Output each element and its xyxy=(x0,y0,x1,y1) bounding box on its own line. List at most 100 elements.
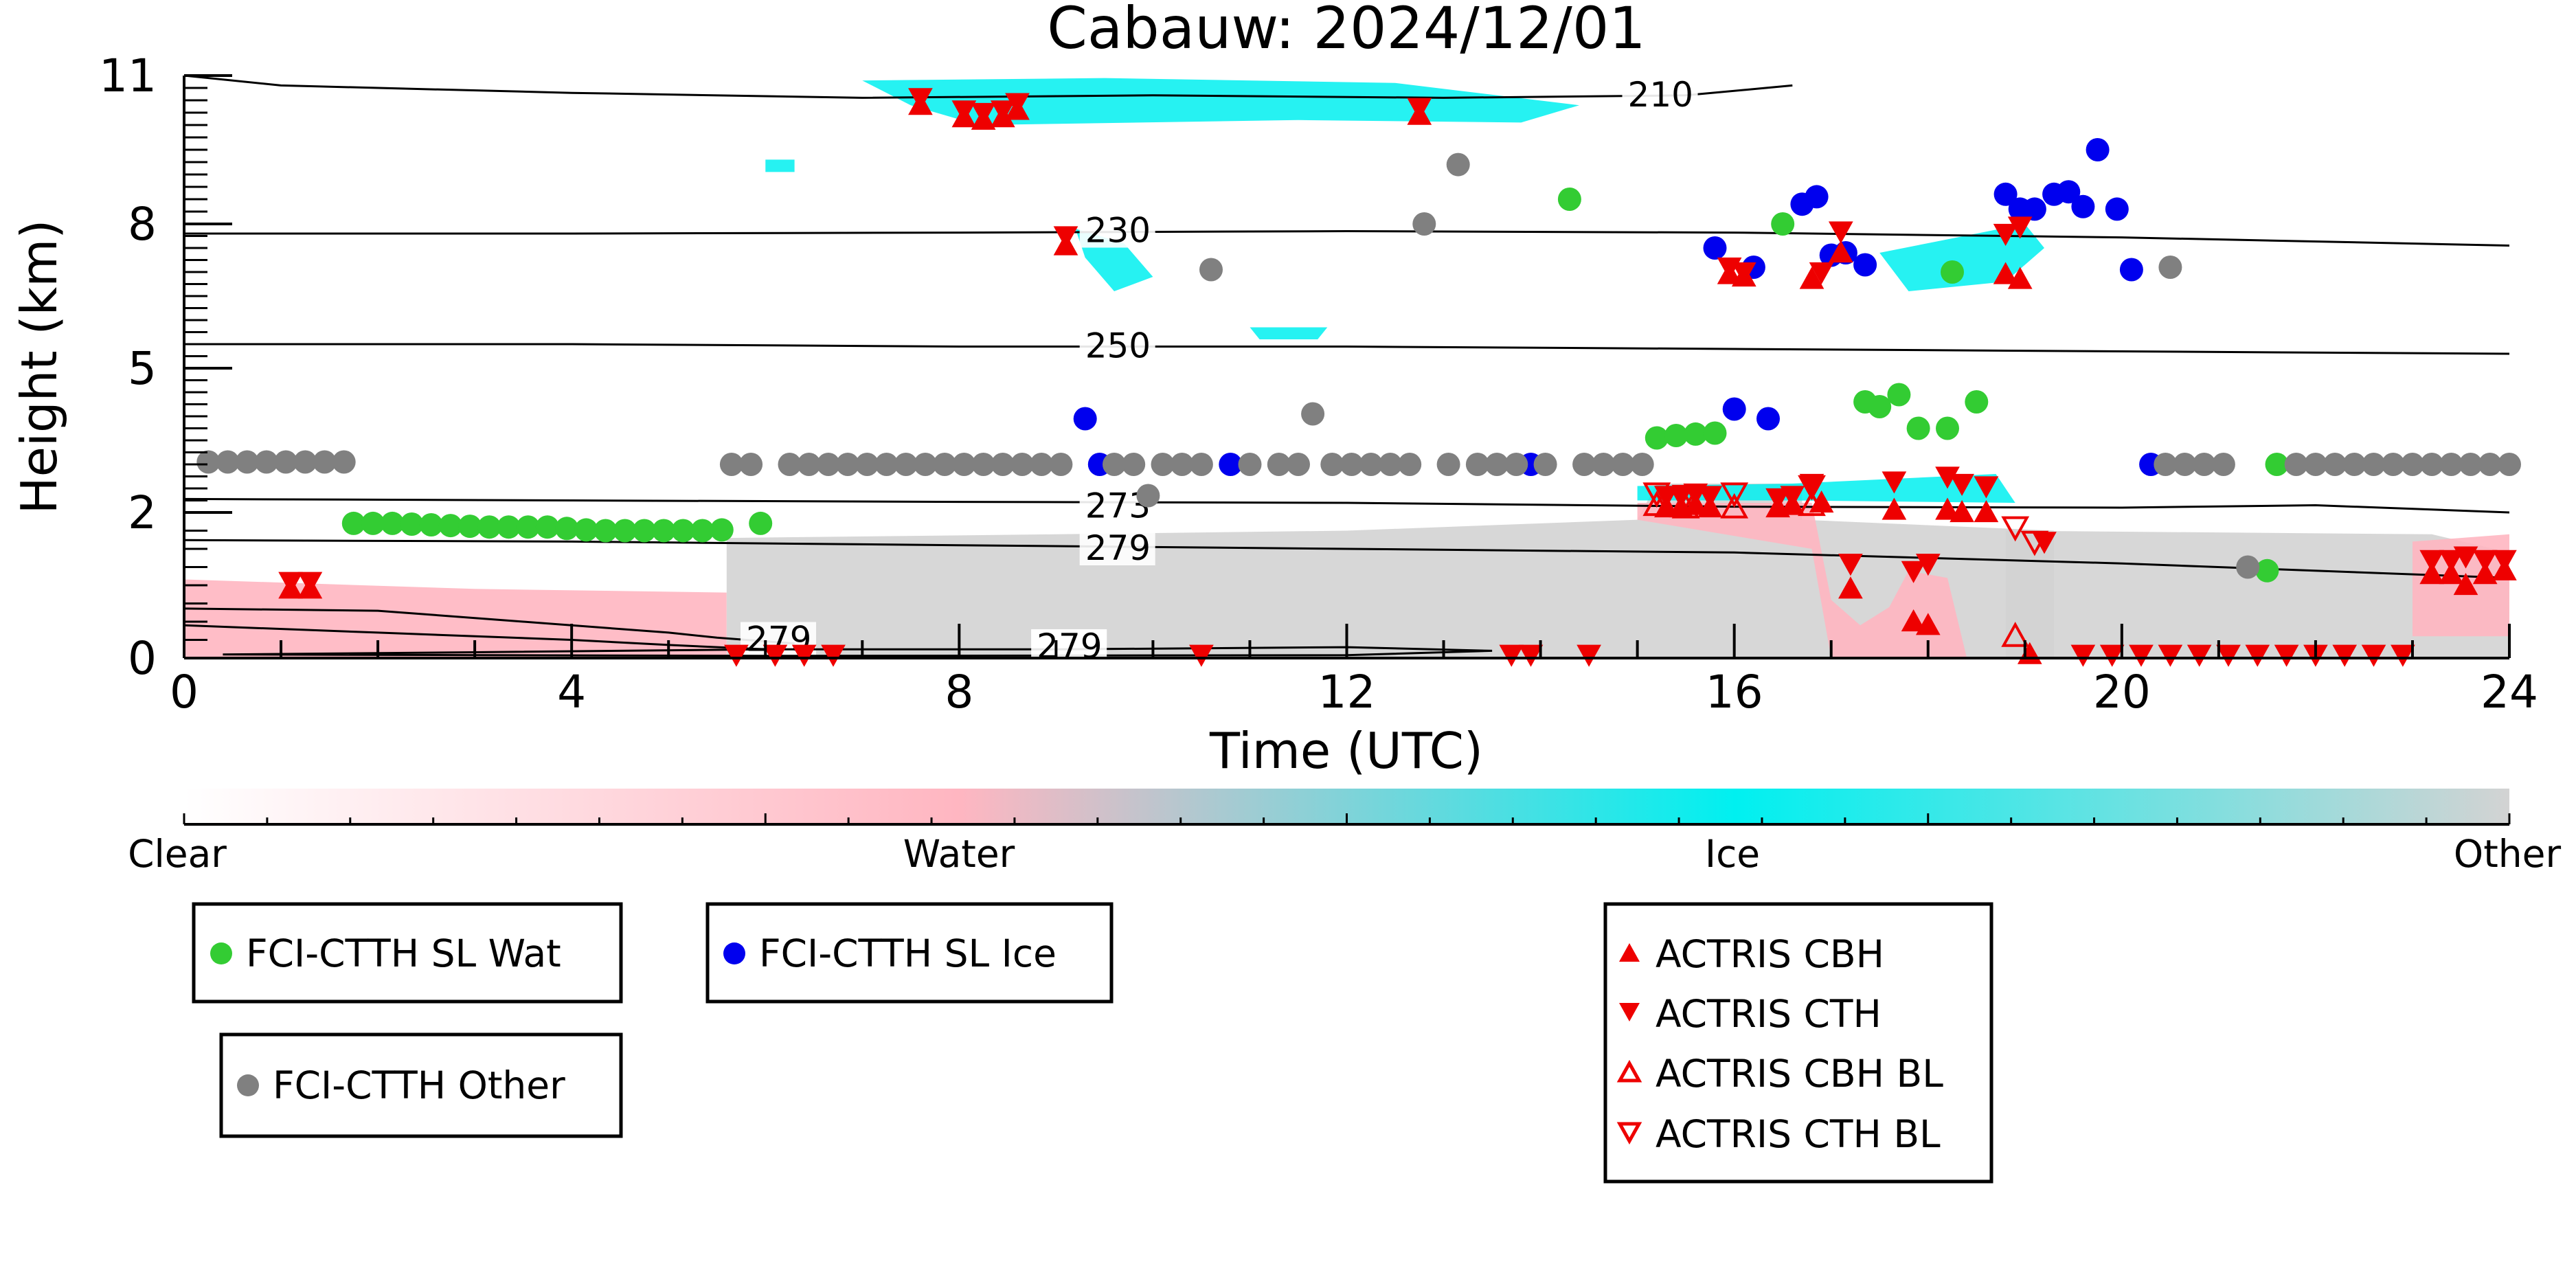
point-fci-ctth-other xyxy=(1030,453,1054,476)
point-actris-cbh xyxy=(2439,562,2464,585)
point-actris-cth xyxy=(2070,644,2096,667)
point-fci-ctth-other xyxy=(971,453,995,476)
point-fci-ctth-sl-wat xyxy=(516,515,540,539)
point-fci-ctth-other xyxy=(1436,453,1460,476)
point-actris-cbh xyxy=(2419,562,2445,585)
point-fci-ctth-sl-ice xyxy=(2119,258,2143,282)
point-actris-cbh xyxy=(1828,240,1853,263)
point-fci-ctth-sl-wat xyxy=(438,514,462,538)
contour-label-bg xyxy=(1079,213,1155,248)
cloud-region-other xyxy=(2005,530,2509,658)
point-fci-ctth-sl-wat xyxy=(2255,558,2279,583)
y-tick-label: 8 xyxy=(128,198,157,251)
point-fci-ctth-other xyxy=(1010,453,1034,476)
point-fci-ctth-sl-wat xyxy=(1557,188,1581,211)
point-actris-cbh xyxy=(1935,497,1960,520)
y-axis-ticks: 0 2 5 8 11 xyxy=(99,49,232,685)
point-actris-cth xyxy=(1780,486,1805,508)
point-actris-cbh xyxy=(1882,497,1907,520)
point-fci-ctth-sl-wat xyxy=(1936,416,1959,440)
point-fci-ctth-sl-wat xyxy=(1941,260,1964,284)
point-actris-cbh xyxy=(2472,562,2498,585)
point-actris-cth xyxy=(821,644,846,667)
point-fci-ctth-sl-wat xyxy=(381,511,405,535)
point-fci-ctth-other xyxy=(1320,453,1344,476)
y-tick-label: 5 xyxy=(128,342,157,395)
contour-label-bg xyxy=(1622,77,1698,112)
point-fci-ctth-other xyxy=(2401,453,2424,476)
legend-marker-fci-other xyxy=(237,1074,259,1096)
point-actris-cth-bl xyxy=(1671,484,1700,510)
point-actris-cth xyxy=(1950,473,1974,497)
point-fci-ctth-other xyxy=(1049,453,1073,476)
colorbar-label-water: Water xyxy=(903,832,1015,876)
point-fci-ctth-other xyxy=(1379,453,1402,476)
point-fci-ctth-sl-wat xyxy=(594,519,618,543)
point-actris-cth xyxy=(1765,488,1790,511)
colorbar-label-clear: Clear xyxy=(128,832,227,876)
cloud-region-ice xyxy=(1637,474,2015,503)
point-fci-ctth-other xyxy=(991,453,1015,476)
contour-label-bg xyxy=(1031,629,1107,658)
point-fci-ctth-other xyxy=(2236,555,2260,579)
point-fci-ctth-sl-ice xyxy=(2105,197,2129,221)
point-fci-ctth-other xyxy=(2439,453,2463,476)
point-fci-ctth-other xyxy=(1572,453,1596,476)
point-actris-cth xyxy=(2099,644,2125,667)
point-actris-cth xyxy=(2158,644,2183,667)
point-fci-ctth-other xyxy=(1340,453,1364,476)
point-actris-cth xyxy=(2216,644,2241,667)
cloud-region-water xyxy=(1637,503,1967,658)
contour-line-279 xyxy=(184,607,795,645)
point-fci-ctth-other xyxy=(1485,453,1509,476)
colorbar-ticks xyxy=(183,813,2511,824)
point-fci-ctth-other xyxy=(235,450,259,474)
point-fci-ctth-other xyxy=(2284,453,2308,476)
point-fci-ctth-sl-ice xyxy=(1219,453,1243,476)
point-actris-cth xyxy=(2332,644,2358,667)
legend-box xyxy=(219,1032,623,1138)
point-actris-cbh xyxy=(1974,499,1999,523)
colorbar-label-ice: Ice xyxy=(1705,832,1760,876)
point-actris-cth xyxy=(1974,476,1999,499)
point-fci-ctth-sl-wat xyxy=(749,511,773,535)
x-tick-label: 24 xyxy=(2481,666,2538,719)
point-fci-ctth-other xyxy=(874,453,899,476)
point-actris-cth xyxy=(1915,554,1941,576)
point-fci-ctth-sl-wat xyxy=(2265,453,2289,476)
point-fci-ctth-other xyxy=(1359,453,1383,476)
point-actris-cth xyxy=(297,572,323,594)
point-fci-ctth-other xyxy=(196,450,221,474)
point-fci-ctth-sl-wat xyxy=(652,519,676,543)
point-fci-ctth-sl-wat xyxy=(341,511,365,535)
point-actris-cbh xyxy=(1901,609,1926,632)
point-fci-ctth-other xyxy=(1103,453,1126,476)
point-fci-ctth-sl-wat xyxy=(400,512,424,536)
point-fci-ctth-other xyxy=(797,453,821,476)
point-fci-ctth-other xyxy=(1170,453,1194,476)
point-actris-cbh-bl xyxy=(1671,493,1700,519)
point-fci-ctth-other xyxy=(1446,152,1470,177)
point-fci-ctth-other xyxy=(2420,453,2444,476)
legend-label-actris-cbh-bl: ACTRIS CBH BL xyxy=(1656,1052,1943,1096)
point-actris-cth xyxy=(1005,93,1030,115)
contour-line-279 xyxy=(184,539,2509,579)
point-fci-ctth-sl-wat xyxy=(671,519,695,543)
point-actris-cth-bl xyxy=(1720,482,1749,508)
point-fci-ctth-other xyxy=(2498,453,2521,476)
point-actris-cth xyxy=(278,572,303,594)
legend-label-fci-other: FCI-CTTH Other xyxy=(273,1063,565,1107)
point-fci-ctth-sl-wat xyxy=(1906,416,1930,440)
point-fci-ctth-sl-wat xyxy=(613,519,637,543)
point-actris-cth xyxy=(762,644,788,667)
point-actris-cbh xyxy=(1993,262,2018,284)
point-actris-cth xyxy=(724,644,749,667)
data-points xyxy=(196,88,2521,667)
point-actris-cth xyxy=(2453,546,2478,569)
point-fci-ctth-other xyxy=(2342,453,2366,476)
point-actris-cth xyxy=(1189,644,1214,667)
contour-line-273 xyxy=(184,497,2509,514)
y-tick-label: 0 xyxy=(128,632,157,685)
colorbar-label-other: Other xyxy=(2454,832,2562,876)
x-tick-label: 20 xyxy=(2093,666,2151,719)
